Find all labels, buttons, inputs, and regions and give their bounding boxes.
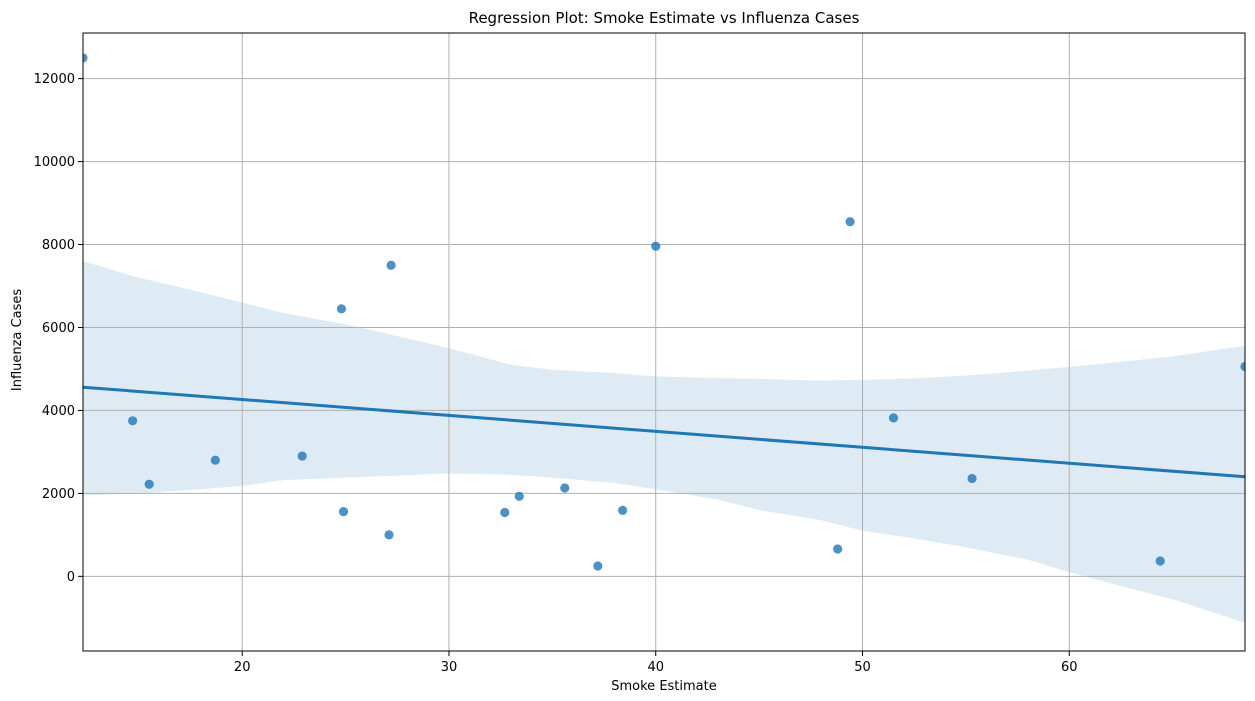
- data-point: [297, 451, 307, 461]
- x-tick-label: 40: [647, 660, 664, 675]
- data-point: [514, 491, 524, 501]
- data-point: [1155, 556, 1165, 566]
- data-point: [336, 304, 347, 314]
- regression-line: [83, 385, 1245, 479]
- data-point: [338, 507, 349, 517]
- data-point: [386, 260, 396, 270]
- data-point: [144, 479, 154, 489]
- data-point: [210, 455, 220, 465]
- x-axis-label: Smoke Estimate: [611, 679, 717, 694]
- data-point: [651, 241, 661, 251]
- y-tick-label: 8000: [42, 238, 75, 253]
- data-point: [83, 53, 88, 63]
- y-tick-label: 2000: [42, 487, 75, 502]
- y-tick-label: 0: [67, 570, 75, 585]
- data-point: [967, 473, 977, 484]
- data-point: [128, 416, 138, 426]
- data-point: [888, 413, 899, 423]
- data-point: [593, 561, 603, 571]
- data-point: [1240, 361, 1245, 372]
- y-tick-label: 12000: [34, 72, 75, 87]
- chart-title: Regression Plot: Smoke Estimate vs Influ…: [469, 9, 860, 27]
- x-tick-label: 30: [441, 660, 458, 675]
- data-point: [384, 530, 394, 540]
- y-tick-label: 10000: [34, 155, 75, 170]
- confidence-band: [83, 261, 1245, 623]
- data-point: [560, 483, 570, 493]
- data-point: [845, 217, 855, 227]
- y-axis-label: Influenza Cases: [10, 289, 25, 391]
- data-point: [833, 544, 843, 554]
- y-tick-label: 6000: [42, 321, 75, 336]
- x-tick-label: 20: [234, 660, 251, 675]
- x-tick-label: 60: [1061, 660, 1078, 675]
- axes-frame: [82, 32, 1246, 652]
- x-tick-label: 50: [854, 660, 871, 675]
- data-point: [618, 505, 628, 515]
- y-tick-label: 4000: [42, 404, 75, 419]
- data-point: [500, 507, 510, 518]
- plot-area: 20 30 40 50 60 0 2000 4000 6000 8000 10000 12000: [34, 32, 1246, 675]
